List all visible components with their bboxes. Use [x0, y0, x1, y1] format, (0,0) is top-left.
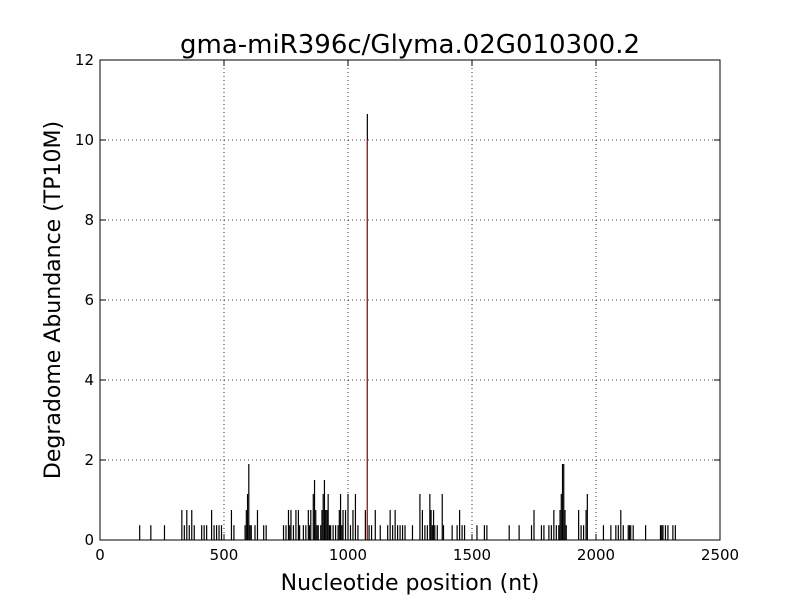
y-tick-label: 10	[75, 131, 94, 149]
x-tick-label: 2000	[577, 546, 615, 564]
x-tick-label: 0	[95, 546, 105, 564]
chart-title: gma-miR396c/Glyma.02G010300.2	[180, 30, 640, 60]
grid	[100, 60, 720, 540]
y-tick-label: 12	[75, 51, 94, 69]
x-tick-label: 1500	[453, 546, 491, 564]
x-tick-label: 2500	[701, 546, 739, 564]
x-axis-label: Nucleotide position (nt)	[281, 571, 540, 596]
axis-ticks: 0 500 1000 1500 2000 2500 0 2 4 6 8 10 12	[75, 51, 739, 564]
y-tick-label: 8	[84, 211, 94, 229]
y-axis-label: Degradome Abundance (TP10M)	[41, 121, 66, 479]
bars	[139, 114, 676, 540]
y-tick-label: 4	[84, 371, 94, 389]
y-tick-label: 2	[84, 451, 94, 469]
y-tick-label: 6	[84, 291, 94, 309]
x-tick-label: 500	[210, 546, 239, 564]
y-tick-label: 0	[84, 531, 94, 549]
x-tick-label: 1000	[329, 546, 367, 564]
